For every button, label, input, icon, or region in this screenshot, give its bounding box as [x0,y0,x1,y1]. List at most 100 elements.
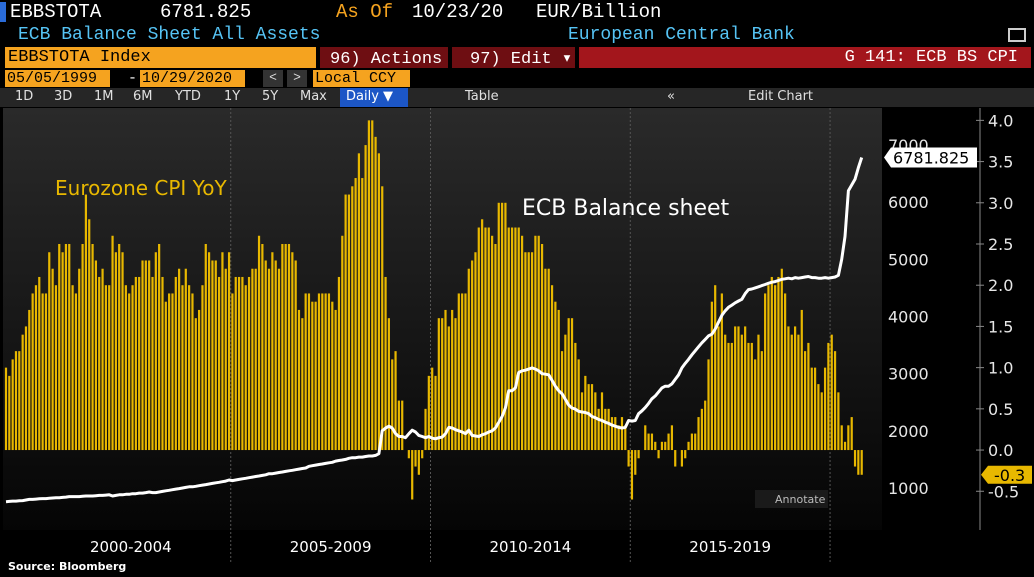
bar [237,276,241,451]
bar [24,326,28,451]
edit-chart[interactable]: Edit Chart [748,89,814,104]
bar [381,186,384,451]
bar [530,252,534,451]
bar [720,293,723,451]
bar [58,243,61,451]
bar [810,367,813,451]
annotate-box[interactable] [755,490,828,508]
period-button[interactable]: 1Y [224,89,241,104]
bar [391,359,394,451]
bar [624,425,627,451]
edit-button[interactable] [452,47,575,68]
bar [181,285,184,451]
bar [8,375,11,451]
bar [384,276,387,451]
y2-tick-label: 0.5 [988,400,1013,419]
bar [757,334,760,451]
bar [104,285,107,451]
bar [764,293,767,451]
period-button[interactable]: 1M [94,89,114,104]
bar [197,309,201,451]
bar [207,252,211,451]
bar [267,268,271,451]
annotation: Eurozone CPI YoY [55,176,227,200]
bar [461,293,464,451]
bar [550,285,554,451]
bar [211,260,214,451]
bar [554,301,557,451]
period-button[interactable]: 1D [15,89,34,104]
y2-tick-label: 1.5 [988,317,1013,336]
x-tick-label: 2000-2004 [90,538,172,556]
bar [431,367,434,451]
bar [161,276,164,451]
y2-tick-label: 2.5 [988,235,1013,254]
bar [48,252,51,451]
bar [660,441,664,451]
bar [620,417,624,451]
currency-box[interactable] [313,70,410,87]
bar [217,276,221,451]
period-button[interactable]: YTD [175,89,201,104]
bar [357,153,361,451]
bar [394,351,397,451]
bar [567,318,570,451]
period-button[interactable]: Max [300,89,327,104]
security-box[interactable] [5,47,316,68]
last-value-label: 6781.825 [893,148,969,167]
icon[interactable] [1008,28,1026,42]
end-date-box[interactable] [140,70,245,87]
bar [331,301,334,451]
bar [184,268,187,451]
period-button[interactable]: 5Y [262,89,279,104]
bar [840,425,843,451]
source: Source: Bloomberg [8,560,126,573]
next-button[interactable]: > [287,70,307,87]
bar [151,276,154,451]
bar [547,268,550,451]
bar [667,433,670,451]
period-button[interactable]: 3D [54,89,73,104]
bar [254,268,257,451]
bar [364,145,367,451]
bar [717,326,720,451]
bar [577,359,580,451]
bar [474,252,477,451]
bar [101,268,104,451]
bar [214,260,217,451]
bar [454,318,457,451]
bar [257,235,261,451]
bar [354,178,357,451]
bar [690,433,693,451]
bar [277,268,281,451]
actions: 96) Actions ▾ [330,50,463,69]
period-button[interactable]: 6M [133,89,153,104]
table-button[interactable]: Table [465,89,499,104]
bar [311,301,314,451]
bar [148,260,151,451]
bar [614,417,617,451]
prev-button[interactable]: < [263,70,283,87]
bar [91,243,94,451]
bar [830,334,833,451]
bar [607,408,610,451]
actions-button[interactable] [320,47,448,68]
currency: Local CCY [315,70,397,87]
bar [344,194,347,451]
bar [471,260,474,451]
bar [570,318,574,451]
source-name: European Central Bank [568,25,795,45]
start-date-box[interactable] [5,70,110,87]
bar [860,450,863,475]
annotate: Annotate [775,493,826,506]
bar [321,293,324,451]
frequency-box[interactable] [340,88,408,107]
bar [437,318,440,451]
collapse[interactable]: « [667,89,675,104]
bar [128,293,131,451]
line [5,157,864,504]
bar [704,400,707,451]
bar [307,293,311,451]
bar [680,450,684,467]
as-of-label: As Of [336,1,394,23]
